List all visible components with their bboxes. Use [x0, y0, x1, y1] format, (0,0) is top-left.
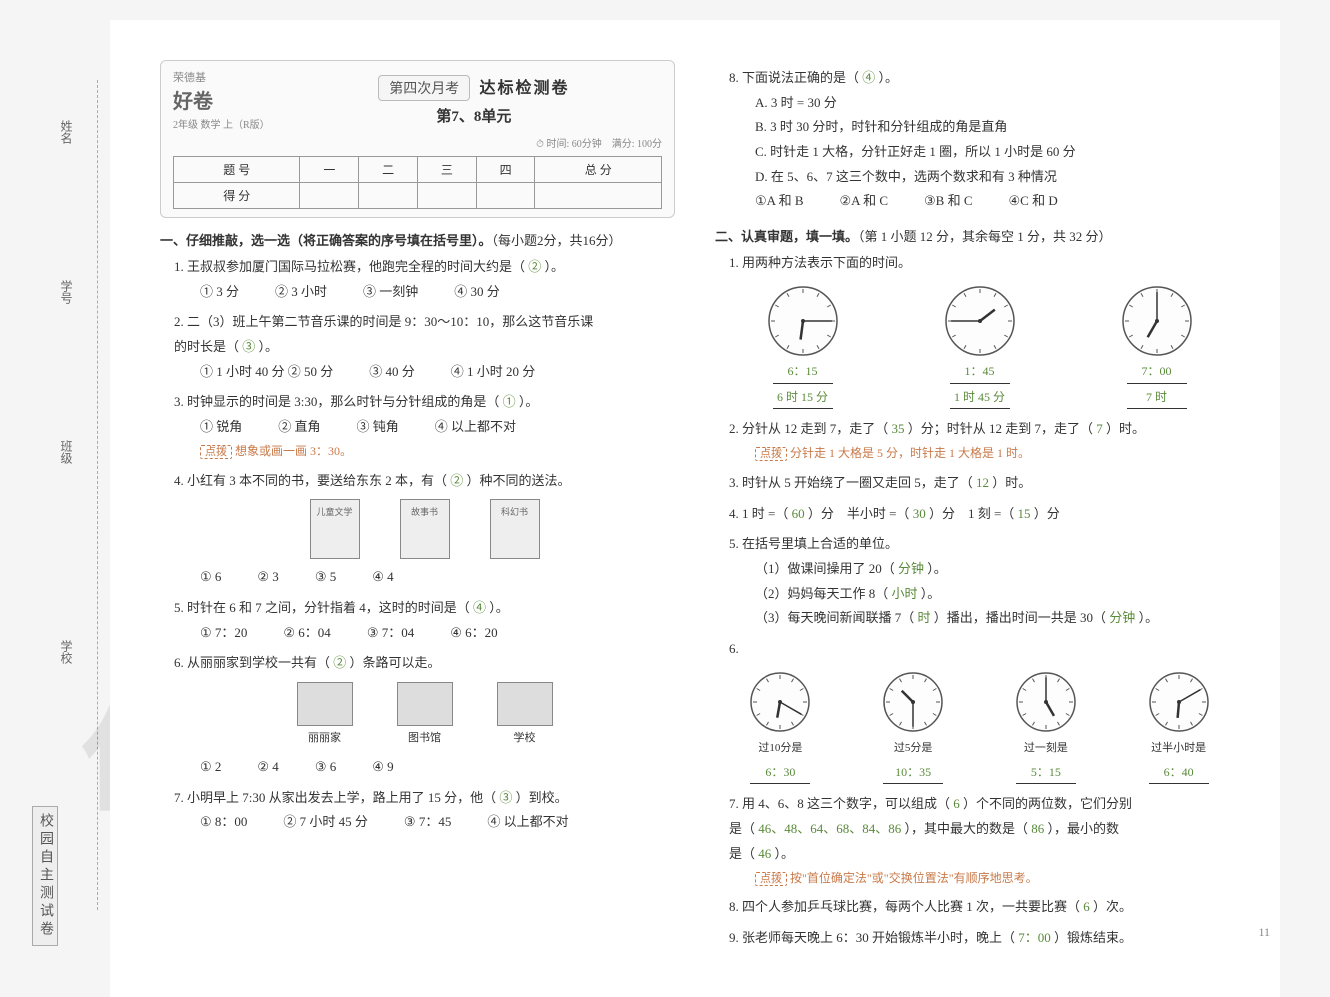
q8: 8. 下面说法正确的是（ ④ ）。 A. 3 时 = 30 分 B. 3 时 3…: [729, 66, 1230, 214]
s2q6: 6. 过10分是6：30 过5分是10：35 过一刻是5：15 过半小时是6：4…: [729, 637, 1230, 784]
clock-icon: [943, 284, 1017, 358]
clock-icon: [1120, 284, 1194, 358]
q6: 6. 从丽丽家到学校一共有（ ② ）条路可以走。 丽丽家 图书馆 学校 ① 2②…: [174, 651, 675, 779]
section-1-title: 一、仔细推敲，选一选（将正确答案的序号填在括号里）。（每小题2分，共16分）: [160, 230, 675, 249]
clock-item: 过一刻是5：15: [1014, 670, 1078, 785]
clock-item: 6：156 时 15 分: [766, 284, 840, 410]
section-2-title: 二、认真审题，填一填。（第 1 小题 12 分，其余每空 1 分，共 32 分）: [715, 226, 1230, 245]
logo: 荣德基 好卷 2年级 数学 上（R版）: [173, 69, 270, 131]
label-id: 学号: [58, 280, 75, 304]
label-name: 姓名: [58, 120, 75, 144]
clock-icon: [766, 284, 840, 358]
left-margin: 姓名 学号 班级 学校: [58, 80, 98, 910]
q2: 2. 二（3）班上午第二节音乐课的时间是 9：30～10：10，那么这节音乐课 …: [174, 310, 675, 384]
q1: 1. 王叔叔参加厦门国际马拉松赛，他跑完全程的时间大约是（ ② ）。 ① 3 分…: [174, 255, 675, 304]
score-table: 题 号 一 二 三 四 总 分 得 分: [173, 156, 662, 209]
building-icon: 图书馆: [395, 682, 455, 749]
q5: 5. 时针在 6 和 7 之间，分针指着 4，这时的时间是（ ④ ）。 ① 7：…: [174, 596, 675, 645]
clock-item: 过5分是10：35: [881, 670, 945, 785]
label-school: 学校: [58, 640, 75, 664]
right-column: 8. 下面说法正确的是（ ④ ）。 A. 3 时 = 30 分 B. 3 时 3…: [715, 60, 1230, 957]
clock-icon: [881, 670, 945, 734]
worksheet-page: 荣德基 好卷 2年级 数学 上（R版） 第四次月考 达标检测卷 第7、8单元 ⏱…: [110, 20, 1280, 997]
s2q2: 2. 分针从 12 走到 7，走了（ 35 ）分；时针从 12 走到 7，走了（…: [729, 417, 1230, 465]
header: 荣德基 好卷 2年级 数学 上（R版） 第四次月考 达标检测卷 第7、8单元 ⏱…: [160, 60, 675, 218]
building-icon: 学校: [495, 682, 555, 749]
s2q5: 5. 在括号里填上合适的单位。 （1）做课间操用了 20（ 分钟 ）。 （2）妈…: [729, 532, 1230, 631]
time-info: ⏱ 时间: 60分钟 满分: 100分: [173, 135, 662, 150]
s2q3: 3. 时针从 5 开始绕了一圈又走回 5，走了（ 12 ）时。: [729, 471, 1230, 496]
clock-icon: [748, 670, 812, 734]
clock-item: 过10分是6：30: [748, 670, 812, 785]
s2q1: 1. 用两种方法表示下面的时间。 6：156 时 15 分 1：451 时 45…: [729, 251, 1230, 409]
exam-tab: 第四次月考: [378, 75, 470, 101]
page-number: 11: [1258, 925, 1270, 940]
q4: 4. 小红有 3 本不同的书，要送给东东 2 本，有（ ② ）种不同的送法。 儿…: [174, 469, 675, 590]
s2q8: 8. 四个人参加乒乓球比赛，每两个人比赛 1 次，一共要比赛（ 6 ）次。: [729, 895, 1230, 920]
clock-icon: [1147, 670, 1211, 734]
q7: 7. 小明早上 7:30 从家出发去上学，路上用了 15 分，他（ ③ ）到校。…: [174, 786, 675, 835]
s2q9: 9. 张老师每天晚上 6：30 开始锻炼半小时，晚上（ 7：00 ）锻炼结束。: [729, 926, 1230, 951]
left-column: 荣德基 好卷 2年级 数学 上（R版） 第四次月考 达标检测卷 第7、8单元 ⏱…: [160, 60, 675, 957]
q3: 3. 时钟显示的时间是 3:30，那么时针与分针组成的角是（ ① ）。 ① 锐角…: [174, 390, 675, 462]
book-icon: 儿童文学: [310, 499, 360, 559]
building-icon: 丽丽家: [295, 682, 355, 749]
label-class: 班级: [58, 440, 75, 464]
exam-title: 达标检测卷: [479, 74, 569, 98]
s2q7: 7. 用 4、6、8 这三个数字，可以组成（ 6 ）个不同的两位数，它们分别 是…: [729, 792, 1230, 889]
exam-subtitle: 第7、8单元: [286, 105, 662, 126]
clock-item: 1：451 时 45 分: [943, 284, 1017, 410]
book-icon: 故事书: [400, 499, 450, 559]
clock-icon: [1014, 670, 1078, 734]
clock-item: 7：007 时: [1120, 284, 1194, 410]
exam-stamp: 校园自主测试卷: [32, 806, 58, 946]
clock-item: 过半小时是6：40: [1147, 670, 1211, 785]
book-icon: 科幻书: [490, 499, 540, 559]
s2q4: 4. 1 时 =（ 60 ）分 半小时 =（ 30 ）分 1 刻 =（ 15 ）…: [729, 502, 1230, 527]
